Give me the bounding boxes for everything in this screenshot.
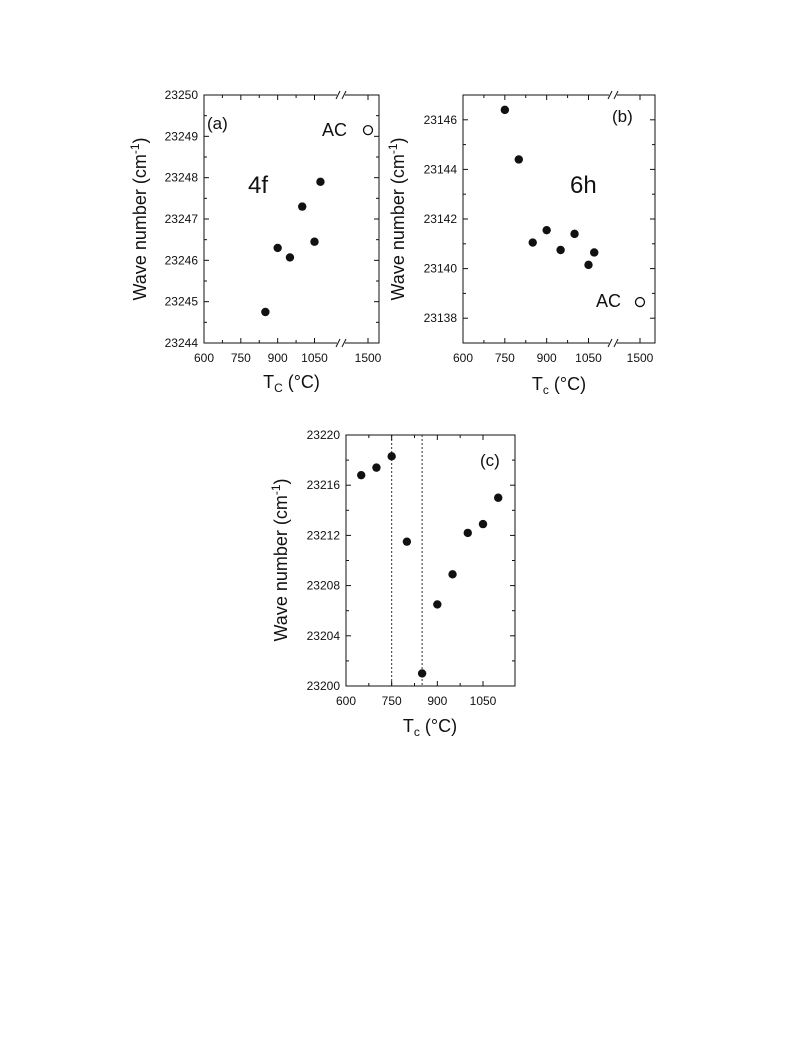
panel-c-frame <box>345 434 516 687</box>
data-point-open <box>634 296 646 308</box>
panel-b-y-axis-label: Wave number (cm-1) <box>386 137 408 300</box>
axis-break-mark <box>335 90 341 100</box>
x-tick-label: 900 <box>537 351 557 365</box>
x-tick-label: 1050 <box>575 351 602 365</box>
panel-c-points <box>357 452 503 678</box>
panel-a-ticks: 600 750 900 1050 1500 23244 23245 23246 23247 232… <box>165 88 382 365</box>
data-point <box>542 225 551 235</box>
data-point <box>590 248 599 257</box>
panel-b-frame <box>462 94 656 344</box>
data-point <box>261 307 270 317</box>
y-tick-label: 23146 <box>424 113 458 127</box>
data-point-open <box>362 124 374 136</box>
axis-break-mark <box>335 338 341 348</box>
data-point <box>478 519 488 529</box>
data-point <box>463 528 472 538</box>
data-point <box>273 243 282 253</box>
axis-break-gap <box>609 92 617 98</box>
panel-a-ac-label: AC <box>322 120 347 140</box>
data-point <box>310 237 319 246</box>
data-point <box>528 238 537 247</box>
panel-b: 600 750 900 1050 1500 23138 23140 23142 23144 231… <box>386 90 656 397</box>
x-tick-label: 1050 <box>470 694 497 708</box>
axis-break-mark <box>607 90 613 100</box>
data-point <box>316 177 325 186</box>
panel-a-frame <box>203 94 380 344</box>
panel-b-annotation: 6h <box>570 172 597 199</box>
x-tick-label: 900 <box>427 694 447 708</box>
y-tick-label: 23144 <box>424 162 458 176</box>
x-tick-label: 900 <box>268 351 288 365</box>
y-tick-label: 23208 <box>307 579 341 593</box>
axis-break-mark <box>613 90 619 100</box>
data-point <box>433 600 442 609</box>
data-point <box>357 470 366 480</box>
y-tick-label: 23216 <box>307 478 341 492</box>
x-tick-label: 1500 <box>627 351 654 365</box>
x-tick-label: 750 <box>495 351 515 365</box>
y-tick-label: 23250 <box>165 88 199 102</box>
data-point <box>570 229 579 239</box>
axis-break-mark <box>341 338 347 348</box>
data-point <box>372 463 381 472</box>
panel-c-vlines <box>391 435 423 686</box>
data-point <box>402 537 412 546</box>
x-tick-label: 750 <box>382 694 402 708</box>
panel-a: 600 750 900 1050 1500 23244 23245 23246 23247 232… <box>128 88 382 395</box>
axis-break-mark <box>613 338 619 348</box>
y-tick-label: 23212 <box>307 528 341 542</box>
x-tick-label: 600 <box>453 351 473 365</box>
panel-b-points <box>500 105 646 308</box>
axis-break-gap <box>337 340 345 346</box>
data-point <box>556 245 565 255</box>
y-tick-label: 23244 <box>165 336 199 350</box>
x-tick-label: 1500 <box>355 351 382 365</box>
axis-break-mark <box>607 338 613 348</box>
data-point <box>387 452 396 461</box>
data-point <box>285 253 295 262</box>
panel-b-ac-label: AC <box>596 291 621 311</box>
panel-c-x-axis-label: Tc (°C) <box>403 716 457 739</box>
panel-c-y-axis-label: Wave number (cm-1) <box>269 478 291 641</box>
data-point <box>494 493 503 502</box>
y-tick-label: 23142 <box>424 212 458 226</box>
y-tick-label: 23245 <box>165 295 199 309</box>
x-tick-label: 750 <box>231 351 251 365</box>
y-tick-label: 23220 <box>307 428 341 442</box>
panel-c-ticks: 600 750 900 1050 23200 23204 23208 23212 23216 23… <box>307 428 515 708</box>
y-tick-label: 23138 <box>424 311 458 325</box>
data-point <box>514 155 523 164</box>
data-point <box>417 669 427 678</box>
y-tick-label: 23248 <box>165 171 199 185</box>
y-tick-label: 23249 <box>165 129 199 143</box>
x-tick-label: 600 <box>336 694 356 708</box>
panel-b-tag: (b) <box>612 107 633 126</box>
y-tick-label: 23200 <box>307 679 341 693</box>
data-point <box>298 202 307 211</box>
y-tick-label: 23246 <box>165 253 199 267</box>
y-tick-label: 23140 <box>424 262 458 276</box>
y-tick-label: 23204 <box>307 629 341 643</box>
y-tick-label: 23247 <box>165 212 199 226</box>
panel-a-annotation: 4f <box>248 172 268 199</box>
panel-a-y-axis-label: Wave number (cm-1) <box>128 137 150 300</box>
data-point <box>584 260 593 270</box>
panel-b-x-axis-label: Tc (°C) <box>532 374 586 397</box>
axis-break-gap <box>337 92 345 98</box>
panel-a-x-axis-label: TC (°C) <box>263 372 320 395</box>
panel-c: 600 750 900 1050 23200 23204 23208 23212 23216 23… <box>269 428 516 739</box>
axis-break-gap <box>609 340 617 346</box>
axis-break-mark <box>341 90 347 100</box>
x-tick-label: 600 <box>194 351 214 365</box>
panel-b-ticks: 600 750 900 1050 1500 23138 23140 23142 23144 231… <box>424 90 655 365</box>
panel-a-tag: (a) <box>207 114 228 133</box>
panel-a-points <box>261 124 374 317</box>
panel-c-tag: (c) <box>480 451 500 470</box>
x-tick-label: 1050 <box>301 351 328 365</box>
data-point <box>500 105 510 115</box>
data-point <box>448 570 457 579</box>
